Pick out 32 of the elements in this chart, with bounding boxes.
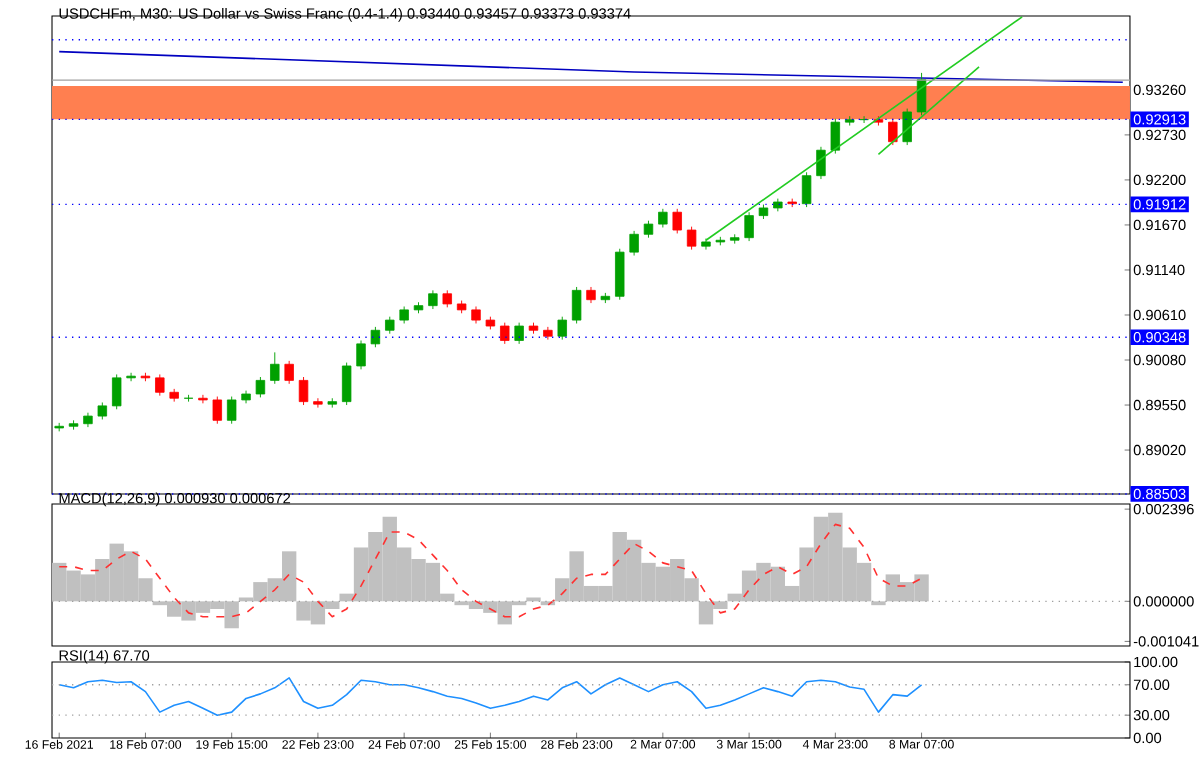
candlestick [313,397,323,409]
candlestick [686,226,697,251]
candlestick [744,211,754,242]
candlestick [571,286,582,324]
candlestick [226,396,237,425]
candlestick [557,316,567,341]
candlestick [629,230,639,256]
candlestick [543,326,553,341]
candlestick [658,208,668,228]
candlestick [356,340,366,370]
candlestick [155,373,165,397]
candlestick [212,396,223,425]
candlestick [284,360,294,385]
candlestick [255,376,266,398]
candlestick [902,108,912,146]
candlestick [298,376,309,406]
candlestick [514,322,524,345]
candlestick [615,248,625,301]
candlestick [888,118,898,146]
candlestick [672,208,682,234]
candlestick [198,394,208,404]
candlestick [830,118,841,155]
candlestick [111,373,122,410]
candlestick [500,322,510,345]
candlestick [370,326,381,348]
line-series [58,677,923,716]
candlestick [801,171,812,208]
candlestick [916,72,927,116]
candlestick [341,362,352,406]
candlestick [270,351,280,385]
candlestick [428,289,438,310]
candlestick [816,146,826,180]
